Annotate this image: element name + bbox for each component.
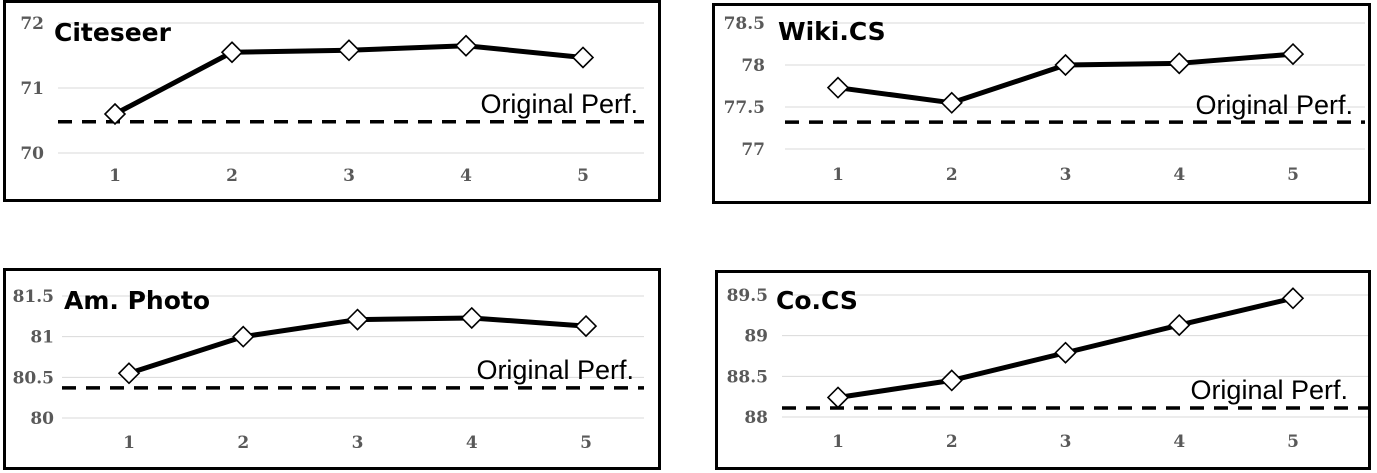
wiki-cs-data-point [1168, 52, 1191, 75]
wiki-cs-data-point [940, 91, 963, 114]
am-photo-x-tick-label: 4 [466, 433, 478, 453]
citeseer-title: Citeseer [54, 18, 172, 47]
am-photo-data-point [117, 362, 141, 385]
wiki-cs-baseline-label: Original Perf. [1195, 90, 1353, 120]
citeseer-x-tick-label: 1 [109, 166, 121, 186]
am-photo-y-tick-label: 81.5 [13, 287, 54, 307]
co-cs-data-point [1168, 313, 1191, 337]
wiki-cs-x-tick-label: 5 [1287, 165, 1299, 185]
citeseer-x-tick-label: 5 [577, 166, 589, 186]
am-photo-x-tick-label: 2 [237, 433, 249, 453]
citeseer-baseline-label: Original Perf. [480, 89, 638, 119]
co-cs-y-tick-label: 88 [744, 408, 768, 428]
citeseer-data-point [103, 102, 127, 126]
am-photo-baseline-label: Original Perf. [476, 355, 634, 385]
wiki-cs-y-tick-label: 77.5 [724, 98, 765, 118]
co-cs-data-point [1054, 341, 1077, 364]
am-photo-data-point [232, 325, 255, 348]
am-photo-y-tick-label: 80.5 [13, 368, 54, 388]
chart-co-cs: 88 88.5 89 89.5 1 2 3 4 5 Original Perf. Co.CS [727, 286, 1368, 452]
co-cs-x-tick-label: 4 [1173, 432, 1185, 452]
chart-panel-co-cs: 88 88.5 89 89.5 1 2 3 4 5 Original Perf. Co.CS [715, 270, 1371, 470]
wiki-cs-data-point [1281, 42, 1305, 66]
am-photo-data-point [346, 308, 369, 331]
wiki-cs-data-point [826, 76, 850, 99]
citeseer-data-point [454, 34, 478, 57]
am-photo-data-point [460, 306, 483, 330]
co-cs-x-tick-label: 3 [1060, 432, 1072, 452]
citeseer-x-tick-label: 2 [226, 166, 238, 186]
chart-panel-am-photo: 80 80.5 81 81.5 1 2 3 4 5 Original Perf. Am. Photo [3, 268, 661, 470]
co-cs-baseline-label: Original Perf. [1190, 375, 1348, 405]
wiki-cs-x-tick-label: 2 [946, 165, 958, 185]
am-photo-title: Am. Photo [64, 286, 210, 315]
co-cs-x-tick-label: 2 [946, 432, 958, 452]
chart-panel-citeseer: 70 71 72 1 2 3 4 5 Original Perf. Citeseer [3, 0, 661, 202]
chart-citeseer: 70 71 72 1 2 3 4 5 Original Perf. Citeseer [20, 14, 644, 186]
am-photo-y-tick-label: 80 [30, 409, 54, 429]
co-cs-y-tick-label: 89 [744, 327, 768, 347]
wiki-cs-x-tick-label: 1 [832, 165, 844, 185]
wiki-cs-title: Wiki.CS [778, 17, 886, 46]
co-cs-x-tick-label: 5 [1287, 432, 1299, 452]
wiki-cs-y-tick-label: 77 [741, 140, 765, 160]
am-photo-y-tick-label: 81 [30, 328, 54, 348]
wiki-cs-data-point [1054, 53, 1077, 77]
chart-panel-wiki-cs: 77 77.5 78 78.5 1 2 3 4 5 Original Perf. Wiki.CS [712, 3, 1371, 204]
citeseer-y-tick-label: 71 [20, 79, 44, 99]
wiki-cs-y-tick-label: 78.5 [724, 14, 765, 34]
citeseer-data-point [337, 39, 361, 62]
co-cs-data-point [826, 386, 850, 409]
chart-am-photo: 80 80.5 81 81.5 1 2 3 4 5 Original Perf. Am. Photo [13, 286, 644, 453]
citeseer-x-tick-label: 3 [343, 166, 355, 186]
citeseer-x-tick-label: 4 [460, 166, 472, 186]
citeseer-data-point [220, 41, 244, 64]
am-photo-x-tick-label: 3 [352, 433, 364, 453]
citeseer-y-tick-label: 72 [20, 14, 44, 34]
citeseer-data-point [571, 46, 595, 69]
wiki-cs-y-tick-label: 78 [741, 56, 765, 76]
am-photo-x-tick-label: 5 [580, 433, 592, 453]
co-cs-title: Co.CS [776, 286, 858, 315]
co-cs-data-point [1281, 287, 1305, 310]
citeseer-y-tick-label: 70 [20, 144, 44, 164]
chart-wiki-cs: 77 77.5 78 78.5 1 2 3 4 5 Original Perf. Wiki.CS [724, 14, 1365, 185]
co-cs-x-tick-label: 1 [832, 432, 844, 452]
am-photo-data-point [574, 314, 598, 338]
am-photo-x-tick-label: 1 [123, 433, 135, 453]
co-cs-data-point [940, 369, 963, 392]
wiki-cs-x-tick-label: 4 [1173, 165, 1185, 185]
wiki-cs-x-tick-label: 3 [1060, 165, 1072, 185]
co-cs-y-tick-label: 88.5 [727, 367, 768, 387]
co-cs-y-tick-label: 89.5 [727, 286, 768, 306]
